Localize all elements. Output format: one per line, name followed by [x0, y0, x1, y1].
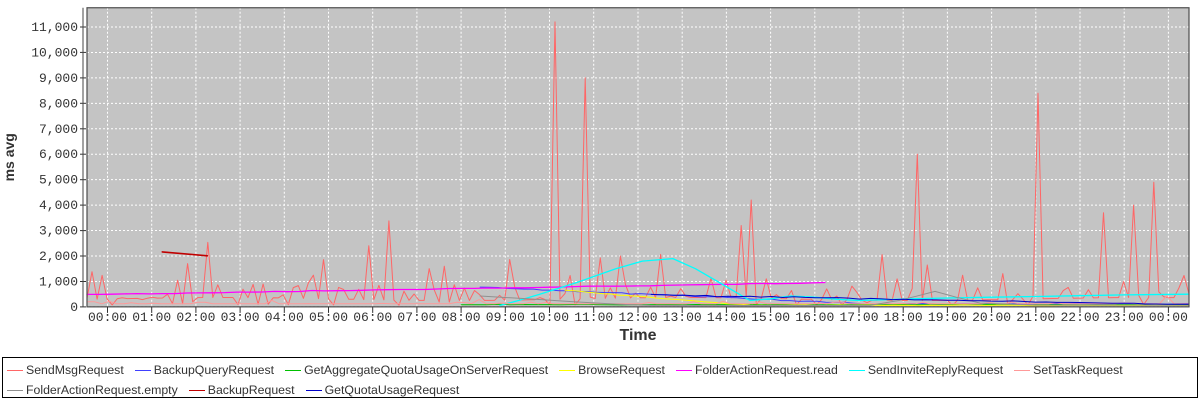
- svg-text:Time: Time: [619, 327, 656, 344]
- svg-text:11,000: 11,000: [31, 20, 78, 35]
- svg-text:08:00: 08:00: [442, 310, 481, 325]
- svg-text:23:00: 23:00: [1105, 310, 1144, 325]
- svg-text:14:00: 14:00: [707, 310, 746, 325]
- svg-text:06:00: 06:00: [353, 310, 392, 325]
- svg-text:6,000: 6,000: [39, 147, 78, 162]
- svg-text:00:00: 00:00: [88, 310, 127, 325]
- svg-text:0: 0: [70, 300, 78, 315]
- svg-text:9,000: 9,000: [39, 71, 78, 86]
- svg-text:5,000: 5,000: [39, 173, 78, 188]
- svg-text:17:00: 17:00: [839, 310, 878, 325]
- svg-text:2,000: 2,000: [39, 249, 78, 264]
- svg-text:8,000: 8,000: [39, 96, 78, 111]
- svg-text:22:00: 22:00: [1060, 310, 1099, 325]
- svg-text:03:00: 03:00: [221, 310, 260, 325]
- svg-text:04:00: 04:00: [265, 310, 304, 325]
- svg-text:ms avg: ms avg: [1, 133, 17, 181]
- svg-text:11:00: 11:00: [574, 310, 613, 325]
- svg-text:09:00: 09:00: [486, 310, 525, 325]
- svg-text:13:00: 13:00: [663, 310, 702, 325]
- svg-text:12:00: 12:00: [618, 310, 657, 325]
- svg-text:18:00: 18:00: [884, 310, 923, 325]
- svg-text:02:00: 02:00: [176, 310, 215, 325]
- svg-text:3,000: 3,000: [39, 224, 78, 239]
- svg-text:10,000: 10,000: [31, 45, 78, 60]
- svg-text:21:00: 21:00: [1016, 310, 1055, 325]
- svg-text:16:00: 16:00: [795, 310, 834, 325]
- svg-text:07:00: 07:00: [397, 310, 436, 325]
- svg-text:15:00: 15:00: [751, 310, 790, 325]
- svg-text:4,000: 4,000: [39, 198, 78, 213]
- svg-text:00:00: 00:00: [1149, 310, 1188, 325]
- svg-text:19:00: 19:00: [928, 310, 967, 325]
- svg-text:1,000: 1,000: [39, 275, 78, 290]
- svg-text:01:00: 01:00: [132, 310, 171, 325]
- svg-text:7,000: 7,000: [39, 122, 78, 137]
- svg-text:20:00: 20:00: [972, 310, 1011, 325]
- svg-text:05:00: 05:00: [309, 310, 348, 325]
- svg-text:10:00: 10:00: [530, 310, 569, 325]
